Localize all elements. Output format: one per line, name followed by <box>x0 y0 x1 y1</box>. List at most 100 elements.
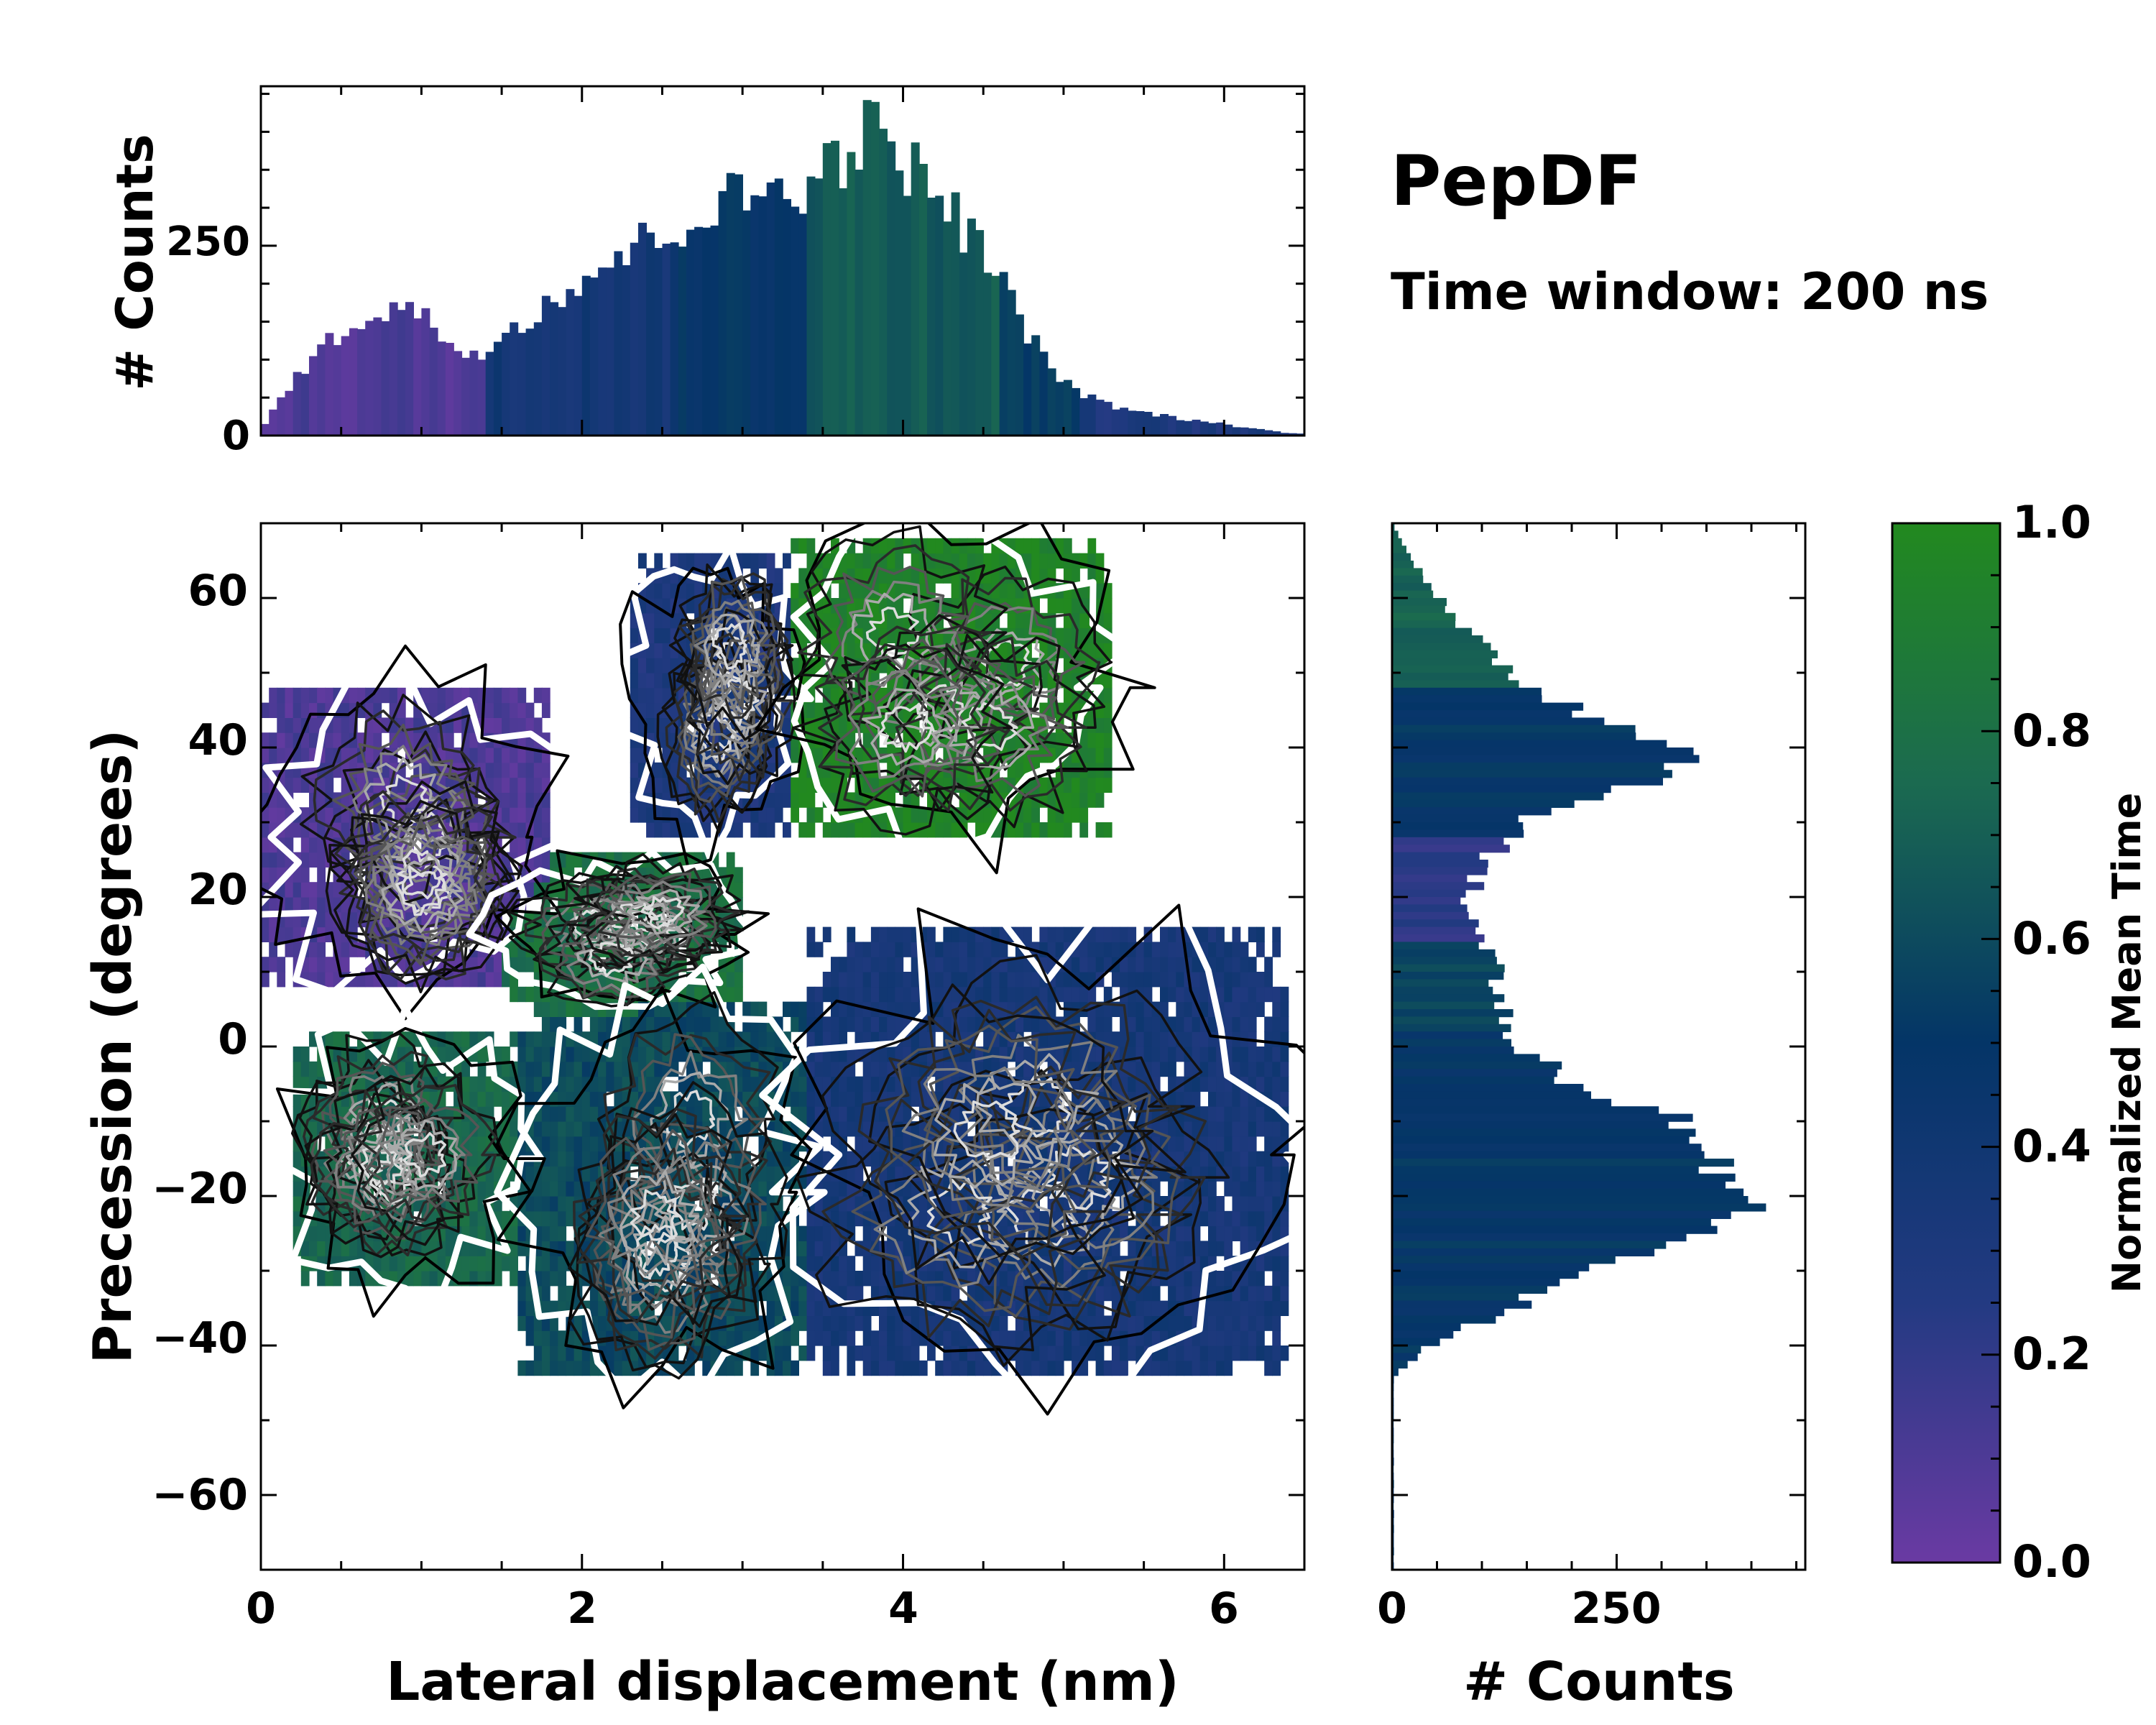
heatmap-cell <box>517 748 527 763</box>
heatmap-cell <box>822 926 831 942</box>
top-histogram-bar <box>750 195 760 436</box>
heatmap-cell <box>895 1271 904 1287</box>
heatmap-cell <box>461 1210 470 1227</box>
top-histogram-bar <box>1039 351 1049 436</box>
heatmap-cell <box>1216 1091 1225 1107</box>
heatmap-cell <box>911 1076 920 1092</box>
heatmap-cell <box>1199 1241 1209 1256</box>
heatmap-cell <box>1023 1330 1032 1346</box>
top-histogram-bar <box>1264 430 1273 436</box>
heatmap-cell <box>485 1076 494 1092</box>
heatmap-cell <box>413 1225 422 1241</box>
heatmap-cell <box>1216 1210 1225 1227</box>
heatmap-cell <box>935 1151 944 1167</box>
heatmap-cell <box>493 1151 502 1167</box>
heatmap-cell <box>903 822 912 838</box>
heatmap-cell <box>333 1061 342 1077</box>
heatmap-cell <box>502 792 510 808</box>
heatmap-cell <box>1055 598 1064 614</box>
heatmap-cell <box>1023 717 1032 733</box>
heatmap-cell <box>317 852 326 868</box>
heatmap-cell <box>847 926 856 942</box>
heatmap-cell <box>911 717 920 733</box>
heatmap-cell <box>477 1256 487 1271</box>
heatmap-cell <box>437 687 446 704</box>
heatmap-cell <box>389 1225 398 1241</box>
heatmap-cell <box>606 1061 615 1077</box>
heatmap-cell <box>670 748 679 763</box>
top-histogram-bar <box>911 142 920 436</box>
heatmap-cell <box>1103 777 1112 793</box>
heatmap-cell <box>918 1271 928 1287</box>
heatmap-cell <box>1111 1241 1120 1256</box>
heatmap-cell <box>903 1046 912 1062</box>
heatmap-cell <box>1023 972 1032 988</box>
heatmap-cell <box>862 1136 872 1152</box>
top-histogram-bar <box>277 397 286 436</box>
heatmap-cell <box>862 583 872 599</box>
heatmap-cell <box>1111 1225 1120 1241</box>
heatmap-cell <box>895 538 904 554</box>
heatmap-cell <box>477 1241 487 1256</box>
heatmap-cell <box>1031 538 1040 554</box>
heatmap-cell <box>694 1031 703 1047</box>
top-histogram-bar <box>879 129 888 436</box>
heatmap-cell <box>814 1285 824 1302</box>
heatmap-cell <box>1208 1346 1217 1361</box>
heatmap-cell <box>309 717 318 733</box>
heatmap-cell <box>1224 972 1233 988</box>
heatmap-cell <box>309 897 318 913</box>
heatmap-cell <box>943 1046 952 1062</box>
heatmap-cell <box>1031 1285 1040 1302</box>
heatmap-cell <box>1007 627 1016 643</box>
heatmap-cell <box>750 1181 760 1197</box>
heatmap-cell <box>445 1076 454 1092</box>
heatmap-cell <box>903 942 912 957</box>
heatmap-cell <box>1192 986 1201 1003</box>
heatmap-cell <box>806 1300 816 1316</box>
heatmap-cell <box>1135 1346 1145 1361</box>
heatmap-cell <box>831 1166 839 1182</box>
heatmap-cell <box>870 612 880 629</box>
heatmap-cell <box>437 1091 446 1107</box>
heatmap-cell <box>814 1001 824 1017</box>
heatmap-cell <box>911 568 920 584</box>
heatmap-cell <box>847 1360 856 1376</box>
heatmap-cell <box>485 1166 494 1182</box>
heatmap-cell <box>558 1196 567 1212</box>
heatmap-cell <box>678 598 687 614</box>
heatmap-cell <box>453 1031 462 1047</box>
heatmap-cell <box>710 1031 719 1047</box>
heatmap-cell <box>502 1256 510 1271</box>
heatmap-cell <box>694 553 703 569</box>
heatmap-cell <box>558 1046 567 1062</box>
heatmap-cell <box>550 882 558 898</box>
heatmap-cell <box>870 1106 880 1122</box>
heatmap-cell <box>662 777 671 793</box>
heatmap-cell <box>670 1121 679 1137</box>
heatmap-cell <box>1095 777 1105 793</box>
heatmap-cell <box>325 1121 334 1137</box>
heatmap-cell <box>638 1061 647 1077</box>
heatmap-cell <box>300 702 310 718</box>
heatmap-cell <box>670 732 679 748</box>
heatmap-cell <box>485 1225 494 1241</box>
heatmap-cell <box>1072 1031 1080 1047</box>
heatmap-cell <box>774 1360 783 1376</box>
heatmap-cell <box>734 1241 743 1256</box>
heatmap-cell <box>822 1346 831 1361</box>
heatmap-cell <box>381 926 390 942</box>
heatmap-cell <box>959 1346 968 1361</box>
heatmap-cell <box>581 986 591 1003</box>
heatmap-cell <box>839 807 847 823</box>
heatmap-cell <box>309 702 318 718</box>
top-histogram-bar <box>533 322 543 436</box>
heatmap-cell <box>854 598 864 614</box>
heatmap-cell <box>325 717 334 733</box>
heatmap-cell <box>437 748 446 763</box>
heatmap-cell <box>646 777 655 793</box>
heatmap-cell <box>638 762 647 778</box>
heatmap-cell <box>791 1315 799 1331</box>
heatmap-cell <box>477 1136 487 1152</box>
top-histogram-bar <box>589 277 599 436</box>
